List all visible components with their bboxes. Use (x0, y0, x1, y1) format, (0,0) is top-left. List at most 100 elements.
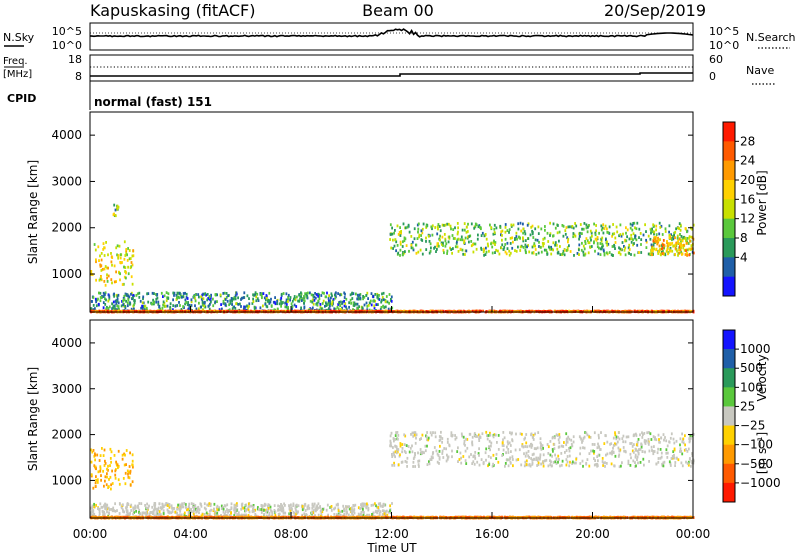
data-cell (284, 309, 287, 313)
data-cell (506, 309, 509, 313)
data-cell (621, 248, 623, 252)
data-cell (390, 431, 393, 435)
data-cell (259, 306, 262, 310)
data-cell (130, 292, 132, 296)
data-cell (324, 304, 326, 308)
data-cell (399, 442, 402, 445)
data-cell (558, 445, 561, 449)
data-cell (595, 463, 598, 466)
data-cell (477, 225, 480, 229)
data-cell (144, 304, 147, 308)
data-cell (236, 513, 239, 516)
data-cell (99, 469, 102, 473)
data-cell (551, 436, 554, 440)
data-cell (276, 302, 279, 306)
data-cell (638, 251, 640, 254)
data-cell (357, 307, 359, 310)
data-cell (540, 227, 543, 231)
data-cell (142, 511, 145, 515)
data-cell (619, 233, 622, 236)
data-cell (103, 504, 105, 508)
data-cell (492, 241, 495, 245)
data-cell (531, 435, 534, 439)
data-cell (515, 458, 518, 462)
data-cell (121, 261, 123, 264)
data-cell (481, 432, 484, 436)
data-cell (647, 252, 650, 256)
data-cell (214, 300, 217, 304)
data-cell (536, 310, 538, 313)
data-cell (582, 244, 585, 248)
data-cell (206, 298, 209, 302)
data-cell (679, 450, 681, 453)
data-cell (402, 240, 404, 244)
data-cell (158, 305, 160, 309)
data-cell (214, 513, 217, 517)
data-cell (443, 233, 446, 236)
data-cell (184, 503, 187, 506)
data-cell (237, 303, 240, 306)
data-cell (128, 476, 131, 480)
data-cell (341, 300, 344, 304)
data-cell (609, 442, 611, 446)
data-cell (352, 504, 355, 507)
data-cell (359, 513, 362, 517)
data-cell (322, 508, 324, 511)
y-tick-label: 4000 (51, 128, 82, 142)
data-cell (534, 432, 536, 436)
data-cell (549, 463, 552, 466)
data-cell (376, 292, 379, 296)
data-cell (509, 444, 512, 447)
data-cell (151, 291, 154, 295)
data-cell (223, 297, 226, 301)
data-cell (115, 246, 118, 250)
data-cell (181, 309, 184, 313)
data-cell (320, 307, 323, 311)
data-cell (230, 511, 232, 515)
data-cell (549, 440, 552, 443)
data-cell (643, 440, 646, 444)
data-cell (112, 300, 115, 304)
data-cell (589, 229, 592, 233)
data-cell (227, 309, 230, 313)
data-cell (221, 307, 223, 311)
data-cell (638, 309, 641, 313)
data-cell (674, 236, 676, 240)
data-cell (551, 454, 553, 458)
data-cell (662, 249, 664, 253)
data-cell (658, 438, 660, 441)
data-cell (534, 227, 537, 231)
data-cell (140, 502, 143, 505)
data-cell (237, 511, 240, 515)
data-cell (181, 502, 184, 506)
data-cell (537, 463, 540, 467)
data-cell (99, 467, 102, 471)
data-cell (583, 310, 586, 313)
data-cell (600, 237, 603, 241)
data-cell (272, 300, 275, 304)
data-cell (587, 251, 590, 255)
data-cell (180, 505, 183, 509)
data-cell (586, 230, 589, 234)
data-cell (581, 227, 583, 231)
data-cell (208, 509, 211, 513)
data-cell (508, 231, 510, 234)
data-cell (493, 433, 496, 436)
data-cell (528, 456, 530, 459)
data-cell (676, 234, 679, 238)
data-cell (311, 298, 314, 302)
data-cell (655, 228, 657, 232)
data-cell (524, 232, 527, 236)
data-cell (114, 299, 117, 303)
data-cell (448, 443, 451, 447)
data-cell (209, 295, 211, 298)
data-cell (390, 295, 393, 299)
data-cell (90, 307, 93, 310)
data-cell (532, 438, 535, 441)
data-cell (338, 301, 340, 305)
data-cell (285, 292, 288, 296)
data-cell (653, 232, 655, 236)
data-cell (537, 431, 540, 434)
data-cell (522, 227, 525, 231)
data-cell (631, 228, 634, 232)
